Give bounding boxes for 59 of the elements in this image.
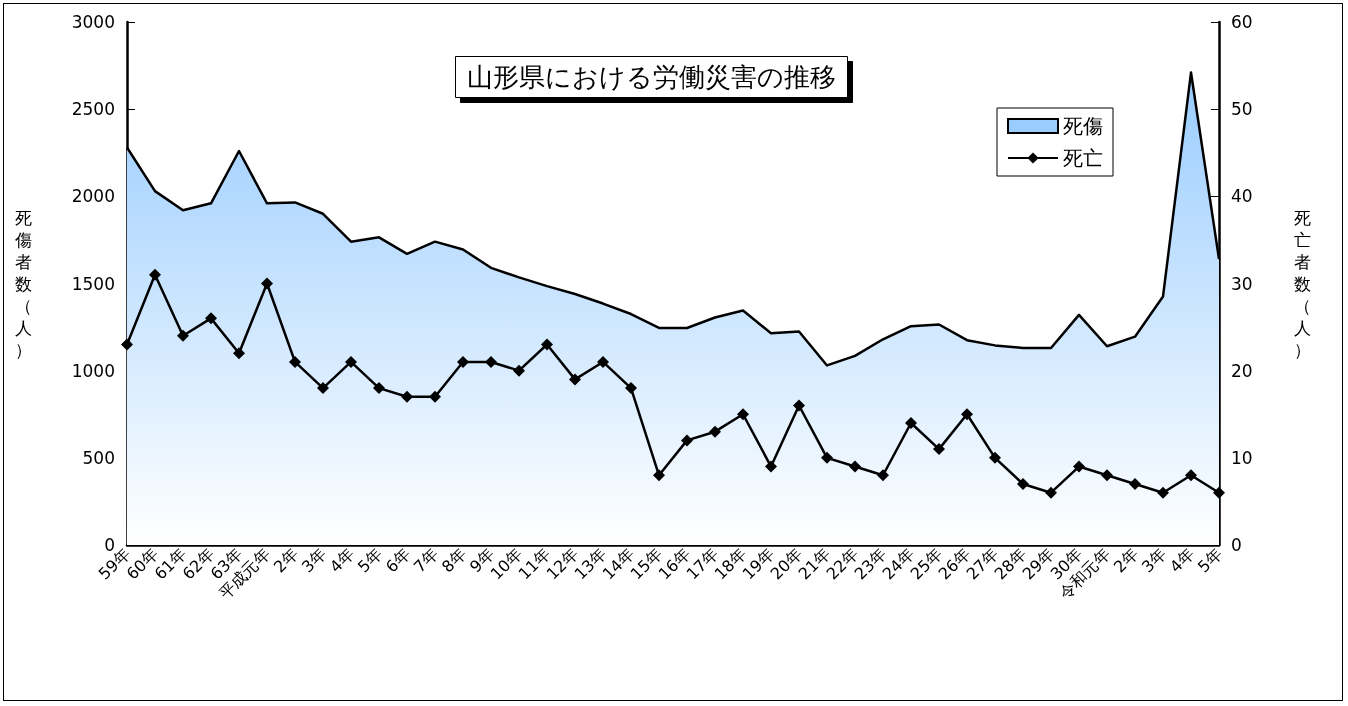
point [1185,469,1197,482]
point [177,329,189,342]
point [345,355,357,368]
point [1213,486,1225,499]
y-tick-label: 2500 [71,99,115,120]
y-tick-label: 2000 [71,186,115,207]
y2-tick-label: 0 [1231,535,1242,555]
point [485,355,497,368]
point [653,469,665,482]
point [1157,486,1169,499]
y-tick-label: 1500 [71,273,115,294]
point [1017,477,1029,490]
point [765,460,777,473]
point [597,355,609,368]
point [737,408,749,421]
y-axis-title: 死傷者数（人） [14,207,32,360]
point [513,364,525,377]
point [681,434,693,447]
y-tick-label: 1000 [71,360,115,381]
point [233,347,245,360]
y-tick-label: 0 [104,535,115,555]
point [1073,460,1085,473]
point [373,382,385,395]
point [429,390,441,403]
point [877,469,889,482]
point [905,416,917,429]
point [1101,469,1113,482]
point [121,338,133,351]
point [261,277,273,290]
point [709,425,721,438]
point [989,451,1001,464]
legend-label: 死亡 [1063,146,1103,170]
point [289,355,301,368]
y2-tick-label: 10 [1231,447,1253,468]
y-tick-label: 3000 [71,12,115,32]
y2-tick-label: 30 [1231,273,1253,294]
legend-label: 死傷 [1063,114,1103,138]
point [569,373,581,386]
point [1045,486,1057,499]
point [793,399,805,412]
text: 山形県における労働災害の推移 [467,62,836,92]
point [625,382,637,395]
point [205,312,217,325]
y-tick-label: 500 [82,447,115,468]
y2-tick-label: 60 [1231,12,1253,32]
point [961,408,973,421]
point [541,338,553,351]
point [1129,477,1141,490]
point [149,268,161,281]
y2-tick-label: 20 [1231,360,1253,381]
y2-axis-title: 死亡者数（人） [1294,207,1311,360]
point [401,390,413,403]
point [933,443,945,456]
y2-tick-label: 40 [1231,186,1253,207]
point [317,382,329,395]
point [457,355,469,368]
y2-tick-label: 50 [1231,99,1253,120]
point [821,451,833,464]
point [849,460,861,473]
